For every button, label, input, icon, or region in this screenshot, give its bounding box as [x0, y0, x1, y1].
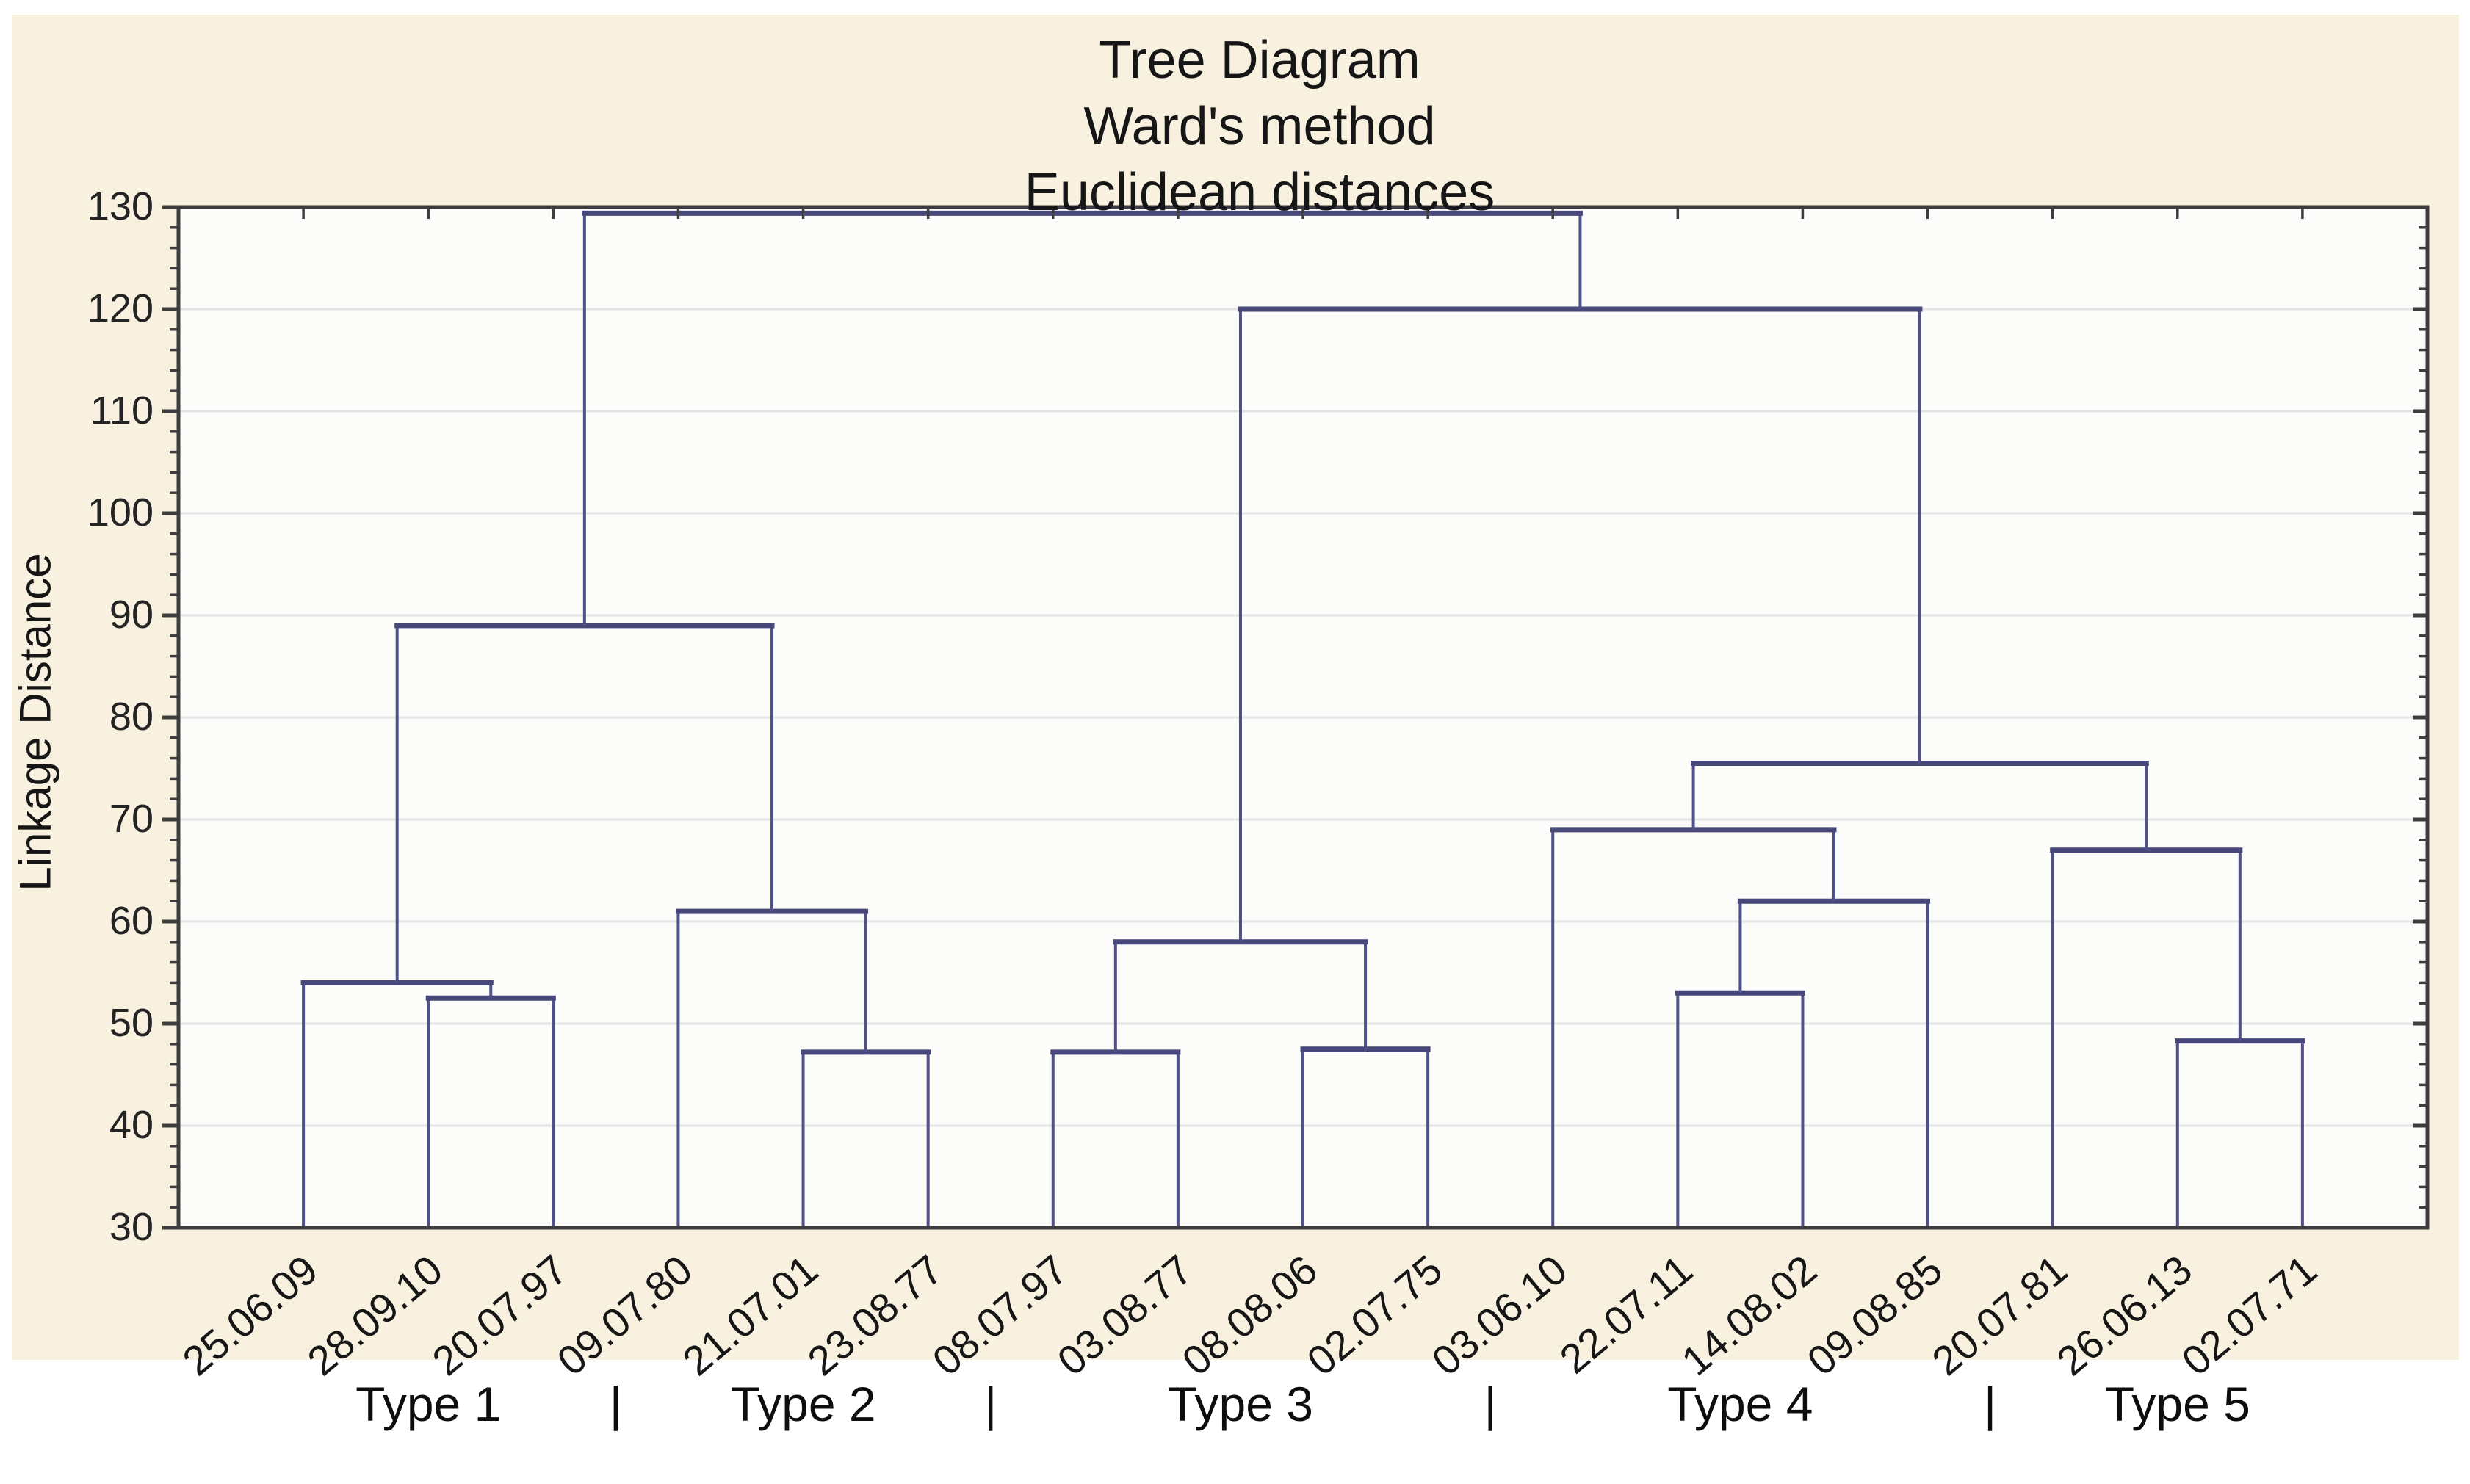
- y-axis-tick-label: 50: [109, 1001, 154, 1045]
- cluster-group-label: Type 1: [355, 1377, 502, 1431]
- cluster-group-separator: |: [609, 1377, 622, 1431]
- cluster-group-separator: |: [984, 1377, 997, 1431]
- cluster-group-separator: |: [1484, 1377, 1497, 1431]
- cluster-group-label: Type 3: [1167, 1377, 1314, 1431]
- y-axis-tick-label: 120: [87, 286, 154, 330]
- cluster-group-label: Type 4: [1667, 1377, 1813, 1431]
- y-axis-tick-label: 70: [109, 797, 154, 841]
- chart-title-line2: Ward's method: [1083, 97, 1436, 156]
- y-axis-tick-label: 100: [87, 491, 154, 535]
- y-axis-tick-label: 60: [109, 899, 154, 943]
- cluster-group-label: Type 2: [730, 1377, 876, 1431]
- chart-title-line3: Euclidean distances: [1024, 163, 1495, 222]
- y-axis-tick-label: 80: [109, 695, 154, 739]
- y-axis-tick-label: 40: [109, 1103, 154, 1147]
- cluster-group-label: Type 5: [2104, 1377, 2250, 1431]
- chart-title-line1: Tree Diagram: [1099, 31, 1420, 90]
- y-axis-tick-label: 110: [90, 388, 154, 432]
- chart-title: Tree Diagram Ward's method Euclidean dis…: [0, 27, 2470, 225]
- y-axis-tick-label: 130: [87, 184, 154, 228]
- y-axis-tick-label: 90: [109, 593, 154, 637]
- y-axis-tick-label: 30: [109, 1205, 154, 1249]
- cluster-group-separator: |: [1984, 1377, 1997, 1431]
